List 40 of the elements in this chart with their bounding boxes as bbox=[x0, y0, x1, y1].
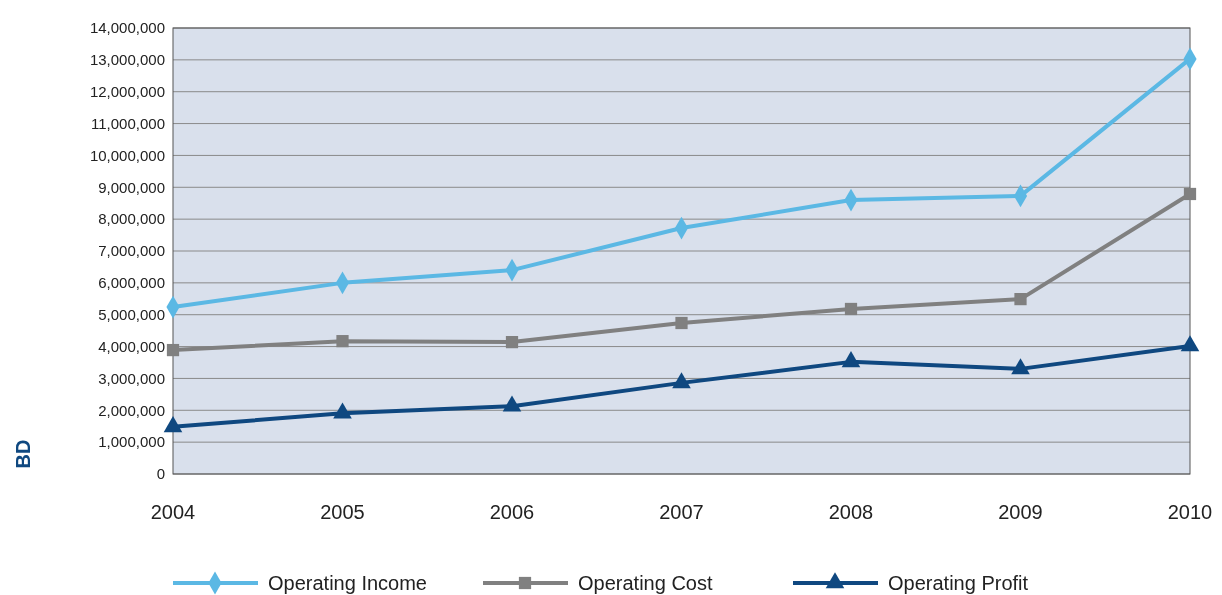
point bbox=[1014, 292, 1027, 306]
x-tick-label: 2010 bbox=[1167, 501, 1213, 523]
point bbox=[1011, 358, 1030, 375]
point bbox=[163, 416, 183, 433]
y-tick-label: 14,000,000 bbox=[89, 19, 165, 37]
y-tick-label: 4,000,000 bbox=[98, 337, 165, 355]
point bbox=[675, 316, 688, 330]
y-tick-label: 6,000,000 bbox=[98, 274, 165, 292]
point bbox=[336, 335, 349, 348]
point bbox=[502, 395, 522, 412]
x-tick-label: 2004 bbox=[150, 501, 196, 523]
y-tick-label: 9,000,000 bbox=[98, 178, 165, 196]
y-tick-label: 0 bbox=[156, 465, 165, 483]
legend-label: Operating Profit bbox=[888, 572, 1029, 594]
point bbox=[166, 343, 180, 357]
y-tick-label: 5,000,000 bbox=[98, 305, 165, 323]
y-tick-label: 1,000,000 bbox=[98, 433, 165, 451]
legend-label: Operating Cost bbox=[578, 572, 713, 594]
point bbox=[1183, 187, 1197, 201]
point bbox=[672, 372, 691, 389]
point bbox=[1180, 335, 1200, 352]
y-tick-label: 2,000,000 bbox=[98, 401, 165, 419]
y-tick-label: 10,000,000 bbox=[89, 146, 165, 164]
legend-label: Operating Income bbox=[268, 572, 427, 594]
y-tick-label: 12,000,000 bbox=[89, 82, 165, 100]
point bbox=[844, 302, 858, 316]
point bbox=[333, 402, 352, 419]
y-tick-label: 3,000,000 bbox=[98, 369, 165, 387]
x-tick-label: 2006 bbox=[489, 501, 535, 523]
x-tick-label: 2009 bbox=[998, 501, 1043, 523]
point bbox=[841, 351, 861, 368]
y-tick-label: 11,000,000 bbox=[91, 114, 165, 132]
y-tick-label: 7,000,000 bbox=[98, 242, 165, 260]
x-tick-label: 2008 bbox=[828, 501, 874, 523]
x-tick-label: 2005 bbox=[320, 501, 365, 523]
y-tick-label: 8,000,000 bbox=[98, 210, 165, 228]
x-tick-label: 2007 bbox=[659, 501, 704, 523]
y-axis-title: BD bbox=[12, 439, 34, 469]
point bbox=[505, 335, 519, 349]
y-tick-label: 13,000,000 bbox=[89, 51, 165, 69]
